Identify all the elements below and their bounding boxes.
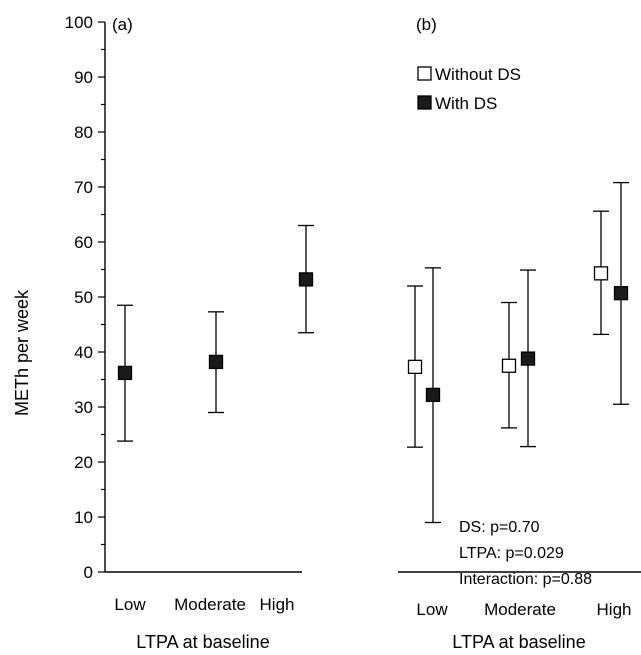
panel-b-with-ds-high-point	[613, 181, 629, 405]
y-tick-label: 20	[74, 453, 93, 472]
legend-swatch-with-ds	[417, 95, 432, 110]
y-axis-title: METh per week	[12, 289, 32, 416]
panel-b-data-marks	[407, 181, 629, 524]
legend-label-with-ds: With DS	[435, 94, 497, 113]
annotation-interaction-p: Interaction: p=0.88	[459, 571, 592, 588]
panel-a-high-marker	[298, 272, 314, 287]
panel-b-without-ds-low-marker	[407, 359, 423, 375]
panel-b-with-ds-low-point	[425, 267, 441, 524]
y-tick-label: 40	[74, 343, 93, 362]
y-tick-label: 80	[74, 123, 93, 142]
panel-b-x-tick-high: High	[597, 600, 632, 619]
legend-label-without-ds: Without DS	[435, 65, 521, 84]
panel-b-without-ds-moderate-point	[501, 301, 517, 429]
panel-a-x-axis-title: LTPA at baseline	[136, 632, 269, 652]
panel-a-axes	[104, 22, 302, 573]
panel-b-without-ds-moderate-marker	[501, 358, 517, 373]
annotation-ds-p: DS: p=0.70	[459, 519, 540, 536]
stats-annotations: DS: p=0.70 LTPA: p=0.029 Interaction: p=…	[459, 519, 592, 588]
panel-b-x-tick-moderate: Moderate	[484, 600, 556, 619]
panel-a-data-marks	[117, 224, 314, 442]
panel-a: (a) METh per week LTPA at baseline 0 10 20…	[12, 13, 314, 652]
panel-a-y-ticks: 0 10 20 30 40 50 60 70 80 90 100	[65, 13, 105, 582]
legend: Without DS With DS	[417, 65, 521, 113]
panel-a-moderate-point	[208, 311, 224, 414]
legend-swatch-without-ds	[417, 66, 432, 81]
panel-a-x-tick-moderate: Moderate	[174, 595, 246, 614]
y-tick-label: 30	[74, 398, 93, 417]
panel-a-x-tick-low: Low	[114, 595, 146, 614]
panel-b: (b) LTPA at baseline Low Moderate High W…	[398, 15, 641, 652]
panel-b-x-tick-low: Low	[416, 600, 448, 619]
y-tick-label: 70	[74, 178, 93, 197]
panel-b-without-ds-high-point	[593, 210, 609, 336]
panel-b-x-axis-title: LTPA at baseline	[452, 632, 585, 652]
panel-a-low-point	[117, 304, 133, 442]
panel-a-x-tick-high: High	[260, 595, 295, 614]
panel-b-x-tick-labels: Low Moderate High	[416, 600, 631, 619]
panel-b-with-ds-low-marker	[425, 387, 441, 403]
panel-b-without-ds-low-point	[407, 285, 423, 448]
panel-b-with-ds-high-marker	[613, 285, 629, 301]
panel-a-label: (a)	[112, 15, 133, 34]
panel-a-low-marker	[117, 365, 133, 381]
panel-b-with-ds-moderate-marker	[520, 351, 536, 366]
panel-b-with-ds-moderate-point	[520, 269, 536, 448]
panel-a-high-point	[298, 224, 314, 334]
y-tick-label: 10	[74, 508, 93, 527]
y-tick-label: 0	[84, 563, 93, 582]
panel-a-x-tick-labels: Low Moderate High	[114, 595, 294, 614]
panel-b-label: (b)	[416, 15, 437, 34]
y-tick-label: 50	[74, 288, 93, 307]
y-tick-label: 100	[65, 13, 93, 32]
annotation-ltpa-p: LTPA: p=0.029	[459, 545, 564, 562]
panel-a-moderate-marker	[208, 354, 224, 370]
y-tick-label: 90	[74, 68, 93, 87]
panel-b-without-ds-high-marker	[593, 266, 609, 281]
y-tick-label: 60	[74, 233, 93, 252]
